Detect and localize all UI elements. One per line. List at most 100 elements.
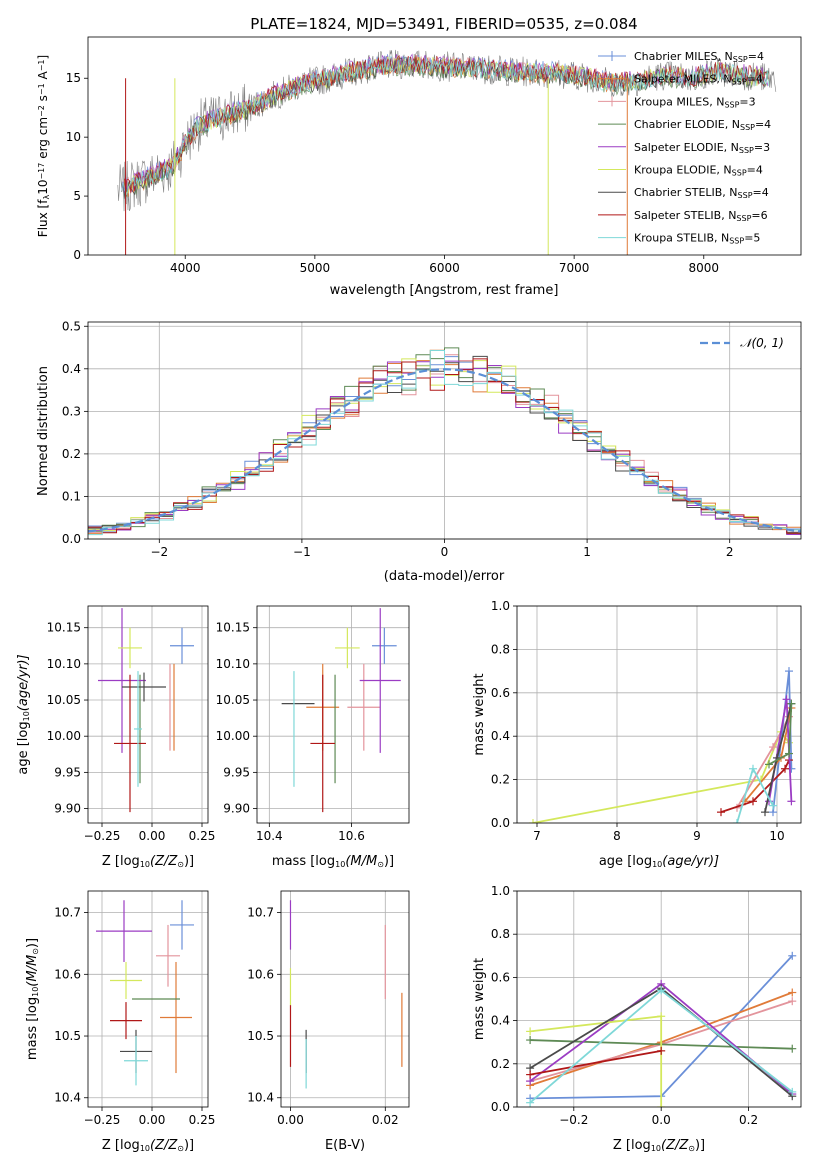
y-tick-label: 0.0 [62,532,81,546]
y-tick-label: 10 [66,130,81,144]
y-tick-label: 0.5 [62,319,81,333]
x-tick-label: 7000 [559,261,590,275]
y-tick-label: 10.15 [216,621,250,635]
axes-frame [516,890,802,1108]
x-axis-label: mass [log10(M/M⊙)] [272,854,394,869]
legend-label: Chabrier ELODIE, NSSP=4 [634,118,771,132]
y-tick-label: 5 [73,189,81,203]
y-tick-label: 10.7 [247,906,274,920]
y-tick-label: 0.2 [62,447,81,461]
weight-line [720,759,790,814]
plot-area [281,608,401,813]
gaussian-curve [88,368,801,533]
weight-vs-age-panel: 7 8 9 10 0.0 0.2 0.4 0.6 0.8 1.0 age [log10(age/yr… [472,599,802,869]
x-tick-label: −2 [150,545,168,559]
x-tick-label: 10.4 [256,829,283,843]
ticks: 0.00 0.02 10.4 10.5 10.6 10.7 [247,906,398,1127]
y-tick-label: 1.0 [491,599,510,613]
y-tick-label: 10.6 [54,967,81,981]
x-axis-label: Z [log10(Z/Z⊙)] [102,854,194,869]
y-tick-label: 10.05 [47,693,81,707]
axes-frame [87,321,802,540]
x-tick-label: 9 [693,829,701,843]
legend-label: Salpeter STELIB, NSSP=6 [634,209,768,223]
x-tick-label: −1 [293,545,311,559]
x-tick-label: 0.25 [189,1113,216,1127]
legend-label: Salpeter MILES, NSSP=4 [634,73,763,87]
y-tick-label: 10.4 [54,1091,81,1105]
y-tick-label: 0.2 [491,773,510,787]
plot-area [529,667,796,823]
y-axis-label: mass weight [472,673,487,755]
axes-frame [516,605,802,824]
ticks: −0.25 0.00 0.25 10.4 10.5 10.6 10.7 [54,906,215,1127]
x-tick-label: 10 [769,829,784,843]
y-axis-label: mass weight [472,958,487,1040]
axes-frame [280,890,410,1108]
legend-label: Chabrier MILES, NSSP=4 [634,50,764,64]
y-tick-label: 0.6 [491,686,510,700]
y-tick-label: 0.0 [491,816,510,830]
x-tick-label: 8000 [688,261,719,275]
grid [281,891,409,1107]
y-tick-label: 0.0 [491,1100,510,1114]
ticks: 7 8 9 10 0.0 0.2 0.4 0.6 0.8 1.0 [491,599,785,843]
y-axis-label: mass [log10(M/M⊙)] [25,938,40,1060]
x-tick-label: 0 [441,545,449,559]
figure-title: PLATE=1824, MJD=53491, FIBERID=0535, z=0… [250,15,637,33]
axes-frame [87,36,802,256]
legend-label: Kroupa ELODIE, NSSP=4 [634,164,763,178]
y-tick-label: 10.7 [54,906,81,920]
plot-area [117,49,777,255]
axes-frame [87,605,209,824]
y-tick-label: 0.4 [491,729,510,743]
y-tick-label: 0.4 [62,362,81,376]
x-tick-label: 10.6 [338,829,365,843]
y-tick-label: 9.90 [223,802,250,816]
legend-label: Kroupa STELIB, NSSP=5 [634,232,760,246]
y-tick-label: 10.5 [54,1029,81,1043]
y-tick-label: 0.1 [62,489,81,503]
x-tick-label: 0.00 [139,829,166,843]
legend-label: Kroupa MILES, NSSP=3 [634,95,756,109]
y-tick-label: 10.05 [216,693,250,707]
y-tick-label: 0 [73,248,81,262]
y-axis-label: age [log10(age/yr)] [16,654,31,774]
y-tick-label: 9.95 [54,765,81,779]
x-tick-label: 8 [613,829,621,843]
residual-histogram-panel: −2 −1 0 1 2 0.0 0.1 0.2 0.3 0.4 0.5 𝒩(0, 1) (data-mo… [36,319,802,584]
weight-line [530,1015,663,1107]
histogram-step [88,350,801,536]
plot-area [88,347,801,536]
x-tick-label: 0.00 [139,1113,166,1127]
x-tick-label: −0.25 [84,829,121,843]
plot-area [98,608,194,813]
plot-area [96,900,194,1086]
x-tick-label: 4000 [170,261,201,275]
mass-vs-extinction-panel: 0.00 0.02 10.4 10.5 10.6 10.7 E(B-V) [247,890,410,1153]
x-axis-label: wavelength [Angstrom, rest frame] [330,283,559,298]
ticks: 4000 5000 6000 7000 8000 0 5 10 15 [66,71,719,275]
x-tick-label: 0.0 [652,1113,671,1127]
grid [88,606,208,823]
x-axis-label: E(B-V) [325,1138,365,1153]
x-tick-label: 6000 [429,261,460,275]
y-tick-label: 10.4 [247,1091,274,1105]
y-tick-label: 0.3 [62,404,81,418]
y-tick-label: 10.6 [247,967,274,981]
grid [517,890,801,1108]
legend-label: 𝒩(0, 1) [740,336,784,350]
x-tick-label: 0.02 [372,1113,399,1127]
y-tick-label: 9.95 [223,765,250,779]
x-tick-label: 5000 [300,261,331,275]
weight-vs-metallicity-panel: −0.2 0.0 0.2 0.0 0.2 0.4 0.6 0.8 1.0 Z [log10(Z/Z… [472,884,802,1153]
ticks: −2 −1 0 1 2 0.0 0.1 0.2 0.3 0.4 0.5 [62,319,734,559]
x-axis-label: age [log10(age/yr)] [599,854,719,869]
spectrum-panel: 4000 5000 6000 7000 8000 0 5 10 15 wavelength [An… [36,36,802,298]
y-tick-label: 0.6 [491,970,510,984]
plot-area [289,900,403,1089]
x-tick-label: 2 [726,545,734,559]
y-tick-label: 0.8 [491,927,510,941]
legend-label: Chabrier STELIB, NSSP=4 [634,186,769,200]
